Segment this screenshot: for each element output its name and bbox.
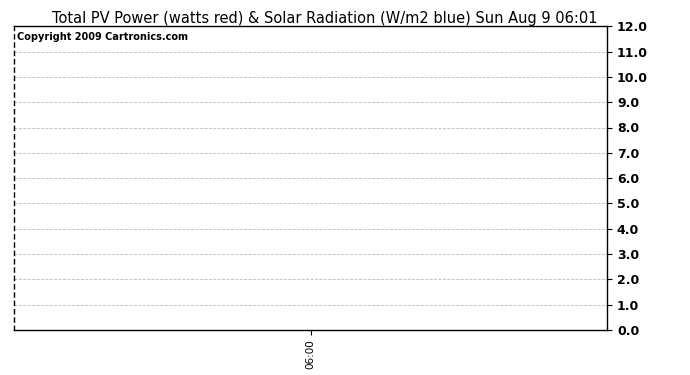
- Text: Total PV Power (watts red) & Solar Radiation (W/m2 blue) Sun Aug 9 06:01: Total PV Power (watts red) & Solar Radia…: [52, 11, 597, 26]
- Text: Copyright 2009 Cartronics.com: Copyright 2009 Cartronics.com: [17, 32, 188, 42]
